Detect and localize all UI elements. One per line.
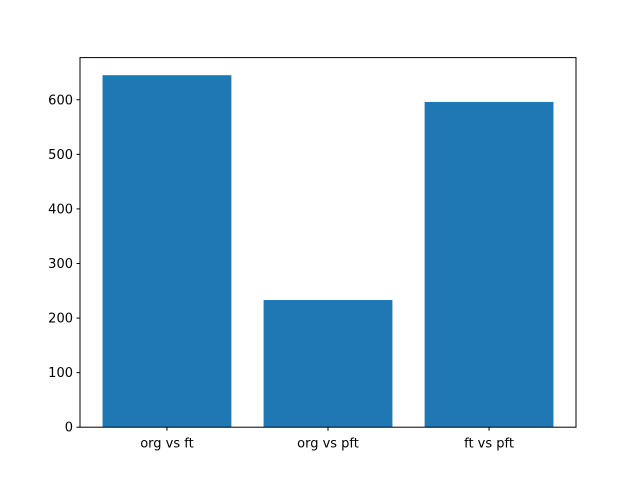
bar-2 <box>424 101 554 428</box>
y-tick-label: 200 <box>48 312 73 327</box>
x-tick-label: org vs ft <box>140 437 194 452</box>
y-tick-label: 400 <box>48 202 73 217</box>
bar-0 <box>102 75 232 428</box>
y-tick-label: 0 <box>65 421 73 436</box>
y-tick-label: 100 <box>48 366 73 381</box>
y-tick-label: 600 <box>48 93 73 108</box>
y-tick-label: 500 <box>48 148 73 163</box>
x-tick-label: ft vs pft <box>464 437 514 452</box>
bar-1 <box>263 300 393 428</box>
y-tick-label: 300 <box>48 257 73 272</box>
x-tick-label: org vs pft <box>297 437 359 452</box>
